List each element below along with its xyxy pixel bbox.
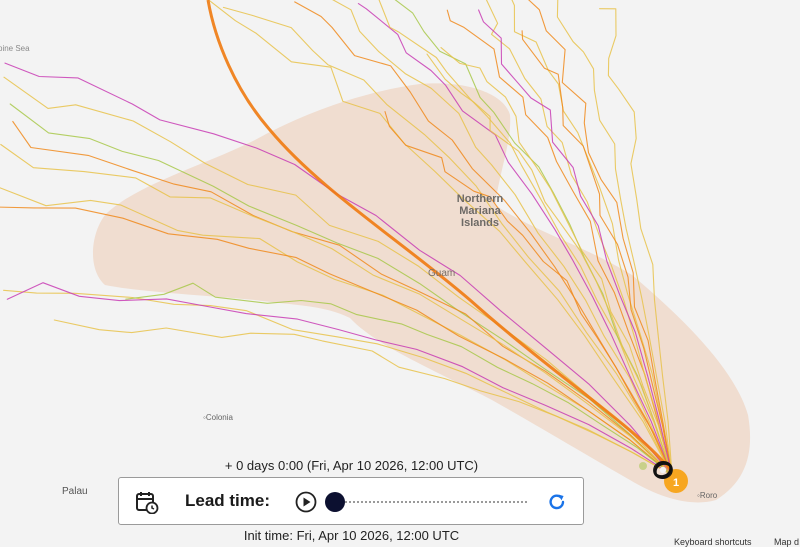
northern-mariana-islands-label: Northern Mariana Islands xyxy=(456,193,504,229)
calendar-clock-icon[interactable] xyxy=(135,490,159,515)
ensemble-track xyxy=(9,103,673,476)
ensemble-mean-track xyxy=(206,0,674,473)
ensemble-tracks xyxy=(0,0,673,476)
ensemble-track xyxy=(53,319,673,476)
ensemble-track xyxy=(511,0,673,476)
slider-track[interactable] xyxy=(333,501,529,503)
position-dot xyxy=(639,462,647,470)
ensemble-track xyxy=(528,0,673,476)
ensemble-track xyxy=(485,0,673,476)
lead-time-label: Lead time: xyxy=(185,491,271,510)
keyboard-shortcuts-link[interactable]: Keyboard shortcuts xyxy=(674,537,752,547)
guam-label: Guam xyxy=(428,268,456,279)
init-time-text: Init time: Fri, Apr 10 2026, 12:00 UTC xyxy=(243,528,460,543)
ensemble-track xyxy=(357,3,673,476)
colonia-label: ◦Colonia xyxy=(203,413,233,422)
ensemble-track xyxy=(0,143,673,476)
ensemble-track xyxy=(426,53,673,476)
hurricane-icon xyxy=(653,461,673,479)
ensemble-track xyxy=(125,282,673,476)
slider-thumb[interactable] xyxy=(325,492,345,512)
ensemble-track xyxy=(446,9,673,476)
ensemble-track xyxy=(521,30,673,476)
refresh-icon[interactable] xyxy=(546,491,568,513)
ensemble-track xyxy=(599,8,673,476)
ensemble-track xyxy=(6,282,673,476)
ensemble-track xyxy=(0,206,673,476)
ensemble-track xyxy=(3,76,673,476)
ensemble-track xyxy=(478,9,673,476)
map-data-link[interactable]: Map d xyxy=(774,537,800,547)
storm-marker[interactable]: 1 xyxy=(639,461,688,493)
ensemble-track xyxy=(440,47,673,476)
play-icon[interactable] xyxy=(295,491,317,513)
ensemble-track xyxy=(207,0,673,476)
palau-label: Palau xyxy=(62,486,88,497)
lead-time-control-panel: Lead time: xyxy=(118,477,584,525)
sea-label: pine Sea xyxy=(0,44,30,53)
ensemble-track xyxy=(222,6,673,476)
ensemble-track xyxy=(378,0,673,476)
ensemble-track xyxy=(556,0,673,476)
lead-time-offset-text: + 0 days 0:00 (Fri, Apr 10 2026, 12:00 U… xyxy=(224,458,479,473)
roro-label: ◦Roro xyxy=(697,491,718,500)
ensemble-track xyxy=(0,187,673,476)
ensemble-track xyxy=(384,111,673,476)
lead-time-slider[interactable] xyxy=(325,490,529,514)
mean-track-line xyxy=(206,0,674,473)
storm-category-label: 1 xyxy=(673,477,679,489)
ensemble-track xyxy=(12,120,673,476)
ensemble-track xyxy=(332,0,673,476)
